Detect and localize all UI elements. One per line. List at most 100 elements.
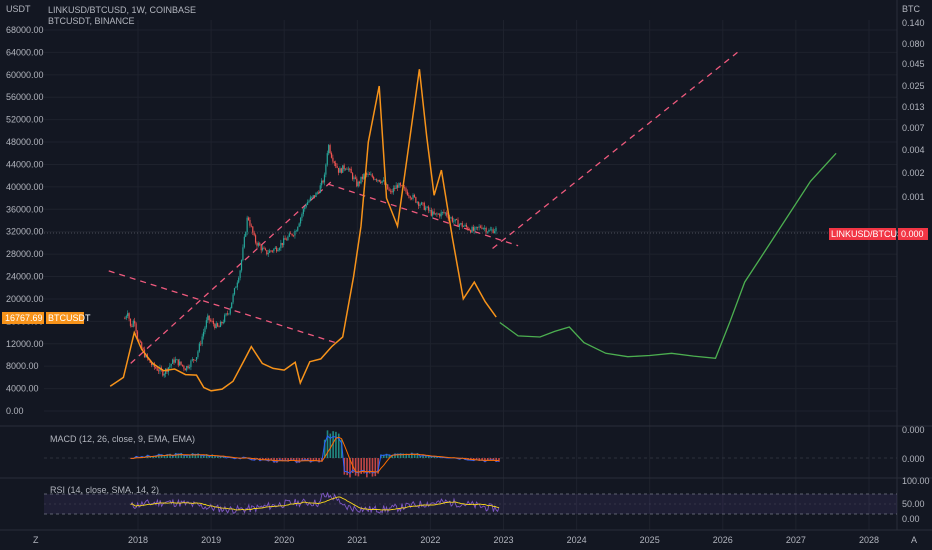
candle-body [281, 242, 283, 245]
grid [0, 0, 932, 531]
candle-body [467, 226, 469, 230]
candle-body [412, 194, 414, 199]
left-axis-tick: 28000.00 [6, 249, 44, 259]
right-axis-tick: 0.013 [902, 102, 925, 112]
x-axis-tick: 2023 [493, 535, 513, 545]
macd-histogram-bar [287, 458, 289, 462]
candle-body [190, 360, 192, 368]
candle-body [413, 194, 416, 198]
candle-body [200, 343, 202, 345]
trendlines [108, 51, 738, 364]
candle-body [432, 211, 434, 216]
candle-body [239, 270, 241, 278]
candle-body [321, 180, 323, 186]
left-axis-tick: 40000.00 [6, 182, 44, 192]
candle-body [420, 202, 423, 205]
candle-body [351, 173, 354, 180]
macd-histogram-bar [180, 452, 183, 458]
candle-body [238, 277, 240, 283]
candle-body [441, 212, 444, 213]
right-axis-tick: 0.002 [902, 168, 925, 178]
candle-body [231, 302, 233, 309]
candle-body [451, 217, 453, 222]
candle-body [328, 145, 330, 154]
macd-histogram-bar [323, 439, 326, 458]
overlay-title[interactable]: BTCUSDT, BINANCE [48, 16, 135, 26]
macd-histogram-bar [360, 458, 363, 474]
candle-body [285, 239, 288, 241]
candle-body [225, 313, 227, 316]
candle-body [411, 198, 413, 200]
timezone-z-icon[interactable]: Z [33, 535, 39, 545]
right-unit-label: BTC [902, 4, 921, 14]
candle-body [486, 231, 489, 233]
candle-body [299, 217, 302, 224]
macd-histogram-bar [312, 458, 315, 462]
candle-body [454, 219, 456, 221]
candle-body [346, 168, 348, 170]
candle-body [316, 192, 319, 194]
candle-body [270, 250, 272, 252]
candle-body [493, 231, 496, 234]
candle-body [302, 209, 304, 215]
macd-histogram-bar [284, 458, 287, 461]
candle-body [202, 331, 205, 337]
macd-title[interactable]: MACD (12, 26, close, 9, EMA, EMA) [50, 434, 195, 444]
x-axis-tick: 2028 [859, 535, 879, 545]
candle-body [295, 230, 297, 232]
candle-body [187, 366, 189, 368]
macd-histogram-bar [478, 458, 481, 461]
macd-histogram-bar [427, 455, 430, 458]
right-axis-tick: 0.140 [902, 18, 925, 28]
candle-body [135, 323, 137, 332]
candle-body [173, 359, 175, 363]
candle-body [359, 181, 361, 184]
macd-histogram-bar [270, 458, 273, 461]
candle-body [312, 195, 314, 197]
macd-histogram-bar [413, 453, 416, 458]
candle-body [485, 227, 487, 233]
rsi-title[interactable]: RSI (14, close, SMA, 14, 2) [50, 485, 159, 495]
left-axis-tick: 32000.00 [6, 227, 44, 237]
candle-body [280, 242, 282, 249]
symbol-title[interactable]: LINKUSD/BTCUSD, 1W, COINBASE [48, 5, 196, 15]
candle-body [495, 227, 497, 232]
candle-body [124, 318, 126, 320]
x-axis-tick: 2020 [274, 535, 294, 545]
left-axis-tick: 60000.00 [6, 70, 44, 80]
btc-price-tag: 16767.69 BTCUSDT [2, 312, 91, 324]
candle-body [470, 230, 472, 233]
candle-body [271, 250, 274, 252]
macd-histogram-bar [135, 456, 138, 458]
candle-body [344, 168, 347, 170]
candle-body [169, 365, 171, 368]
candle-body [440, 212, 442, 217]
macd-histogram-bar [396, 453, 399, 458]
candle-body [193, 359, 195, 361]
candle-body [461, 223, 463, 227]
macd-histogram-bar [278, 458, 281, 461]
macd-histogram-bar [371, 458, 374, 477]
candle-body [322, 180, 324, 183]
candle-body [482, 228, 484, 229]
macd-histogram-bar [377, 458, 379, 474]
candle-body [162, 369, 164, 376]
macd-histogram-bar [166, 454, 169, 458]
candle-body [186, 366, 188, 371]
candle-body [125, 316, 127, 319]
candle-body [491, 229, 493, 231]
macd-histogram-bar [405, 453, 408, 458]
macd-histogram-bar [354, 458, 357, 476]
auto-scale-a-icon[interactable]: A [911, 535, 917, 545]
candle-body [233, 288, 236, 295]
candle-body [360, 176, 362, 184]
candle-body [159, 367, 161, 372]
macd-histogram-bar [304, 458, 306, 461]
btc-candles [124, 143, 497, 378]
macd-histogram-bar [481, 458, 483, 461]
left-axis-tick: 48000.00 [6, 137, 44, 147]
candle-body [163, 373, 165, 376]
candle-body [228, 313, 230, 315]
macd-histogram-bar [183, 455, 185, 458]
